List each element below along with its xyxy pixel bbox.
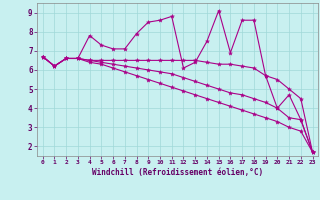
X-axis label: Windchill (Refroidissement éolien,°C): Windchill (Refroidissement éolien,°C) bbox=[92, 168, 263, 177]
